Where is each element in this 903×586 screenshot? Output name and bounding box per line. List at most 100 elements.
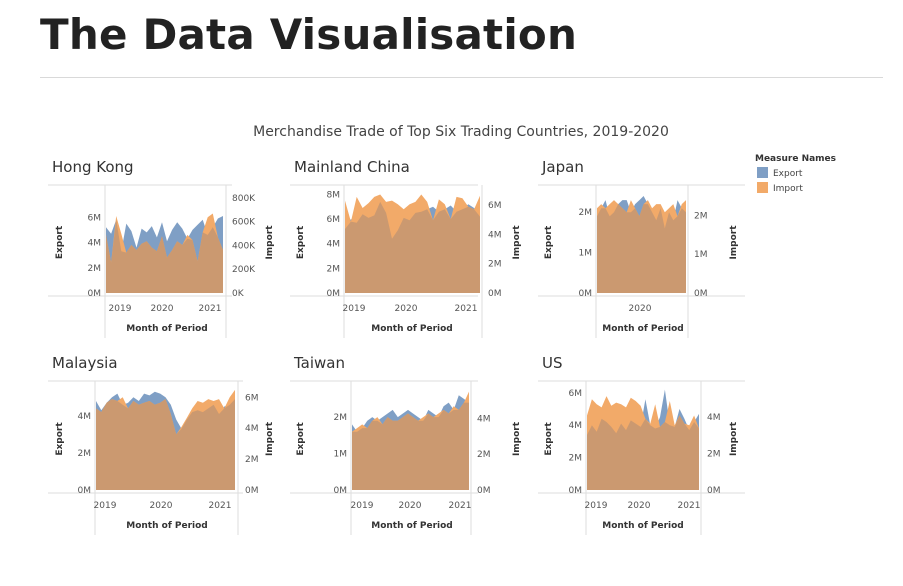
panel-title-hong-kong: Hong Kong (52, 158, 134, 176)
y-right-tick-label: 4M (707, 413, 721, 423)
x-tick-label: 2021 (209, 501, 232, 511)
y-right-axis-title: Import (265, 421, 275, 456)
y-right-tick-label: 0M (488, 289, 502, 299)
y-tick-label: 6M (327, 215, 341, 225)
y-right-tick-label: 2M (694, 211, 708, 221)
y-right-tick-label: 2M (707, 450, 721, 460)
y-right-tick-label: 4M (245, 424, 259, 434)
x-tick-label: 2019 (343, 304, 366, 314)
y-tick-label: 2M (579, 208, 593, 218)
y-right-tick-label: 0M (694, 289, 708, 299)
y-right-tick-label: 6M (488, 201, 502, 211)
y-axis-title: Export (55, 225, 65, 259)
x-axis-title: Month of Period (602, 324, 683, 334)
y-right-tick-label: 200K (232, 265, 256, 275)
y-tick-label: 0M (78, 486, 92, 496)
x-axis-title: Month of Period (371, 521, 452, 531)
y-right-tick-label: 4M (488, 230, 502, 240)
legend-swatch-export (757, 167, 768, 178)
y-tick-label: 8M (327, 190, 341, 200)
x-tick-label: 2019 (109, 304, 132, 314)
y-tick-label: 4M (569, 421, 583, 431)
y-axis-title: Export (55, 422, 65, 456)
y-tick-label: 0M (334, 486, 348, 496)
y-right-tick-label: 2M (477, 450, 491, 460)
y-right-axis-title: Import (729, 225, 739, 260)
area-series-overlap (96, 399, 235, 490)
legend-label-export: Export (773, 169, 803, 179)
y-right-tick-label: 800K (232, 194, 256, 204)
y-right-tick-label: 0M (245, 486, 259, 496)
x-axis-title: Month of Period (126, 324, 207, 334)
page-title: The Data Visualisation (40, 10, 578, 59)
y-axis-title: Export (544, 225, 554, 259)
legend: Measure Names Export Import (755, 154, 836, 194)
x-tick-label: 2020 (629, 304, 652, 314)
panel-taiwan: Taiwan 0M 1M 2M 0M 2M 4M Export Import 2019 2020 20… (290, 354, 522, 535)
x-axis-title: Month of Period (126, 521, 207, 531)
y-tick-label: 2M (78, 449, 92, 459)
x-tick-label: 2021 (455, 304, 478, 314)
x-tick-label: 2019 (351, 501, 374, 511)
y-tick-label: 4M (78, 412, 92, 422)
y-right-tick-label: 6M (245, 393, 259, 403)
y-right-axis-title: Import (265, 225, 275, 260)
y-tick-label: 1M (334, 450, 348, 460)
y-tick-label: 0M (569, 486, 583, 496)
y-right-tick-label: 0K (232, 289, 245, 299)
y-tick-label: 2M (327, 264, 341, 274)
panel-japan: Japan 0M 1M 2M 0M 1M 2M Export Import 2020 Month o… (538, 158, 745, 338)
y-axis-title: Export (296, 225, 306, 259)
panel-us: US 0M 2M 4M 6M 0M 2M 4M Export Import 2019 2020 2021… (538, 354, 745, 535)
y-right-tick-label: 600K (232, 218, 256, 228)
area-series-overlap (106, 219, 223, 293)
y-tick-label: 6M (569, 389, 583, 399)
x-tick-label: 2020 (399, 501, 422, 511)
panel-title-mainland-china: Mainland China (294, 158, 410, 176)
y-axis-title: Export (296, 422, 306, 456)
area-series-overlap (587, 415, 699, 490)
legend-swatch-import (757, 182, 768, 193)
y-right-axis-title: Import (512, 225, 522, 260)
y-tick-label: 4M (88, 239, 102, 249)
x-tick-label: 2020 (150, 501, 173, 511)
title-divider (40, 77, 883, 78)
x-tick-label: 2019 (585, 501, 608, 511)
area-series-overlap (345, 201, 480, 293)
area-series-overlap (597, 204, 686, 293)
y-tick-label: 4M (327, 240, 341, 250)
area-series-overlap (352, 402, 469, 490)
y-right-tick-label: 1M (694, 250, 708, 260)
x-tick-label: 2020 (395, 304, 418, 314)
y-axis-title: Export (544, 422, 554, 456)
panel-title-us: US (542, 354, 563, 372)
x-tick-label: 2021 (449, 501, 472, 511)
x-tick-label: 2019 (94, 501, 117, 511)
panel-malaysia: Malaysia 0M 2M 4M 0M 2M 4M 6M Export Import 2019 20… (48, 354, 275, 535)
panel-mainland-china: Mainland China 0M 2M 4M 6M 8M 0M 2M 4M 6M Export Im… (290, 158, 522, 338)
chart-title: Merchandise Trade of Top Six Trading Cou… (253, 124, 669, 140)
y-right-tick-label: 2M (488, 260, 502, 270)
y-tick-label: 6M (88, 213, 102, 223)
x-axis-title: Month of Period (602, 521, 683, 531)
y-right-tick-label: 2M (245, 455, 259, 465)
y-right-axis-title: Import (729, 421, 739, 456)
y-tick-label: 0M (579, 289, 593, 299)
legend-title: Measure Names (755, 154, 836, 164)
panel-title-taiwan: Taiwan (293, 354, 345, 372)
y-right-tick-label: 400K (232, 241, 256, 251)
y-tick-label: 2M (88, 264, 102, 274)
y-tick-label: 1M (579, 249, 593, 259)
x-tick-label: 2020 (628, 501, 651, 511)
panel-title-malaysia: Malaysia (52, 354, 118, 372)
panel-hong-kong: Hong Kong 0M 2M 4M 6M 0K 200K 400K 600K 800K Expor… (48, 158, 275, 338)
y-tick-label: 2M (334, 413, 348, 423)
panel-title-japan: Japan (541, 158, 584, 176)
y-right-tick-label: 0M (477, 486, 491, 496)
y-right-tick-label: 0M (707, 486, 721, 496)
x-axis-title: Month of Period (371, 324, 452, 334)
y-tick-label: 2M (569, 454, 583, 464)
y-tick-label: 0M (327, 289, 341, 299)
y-right-tick-label: 4M (477, 414, 491, 424)
